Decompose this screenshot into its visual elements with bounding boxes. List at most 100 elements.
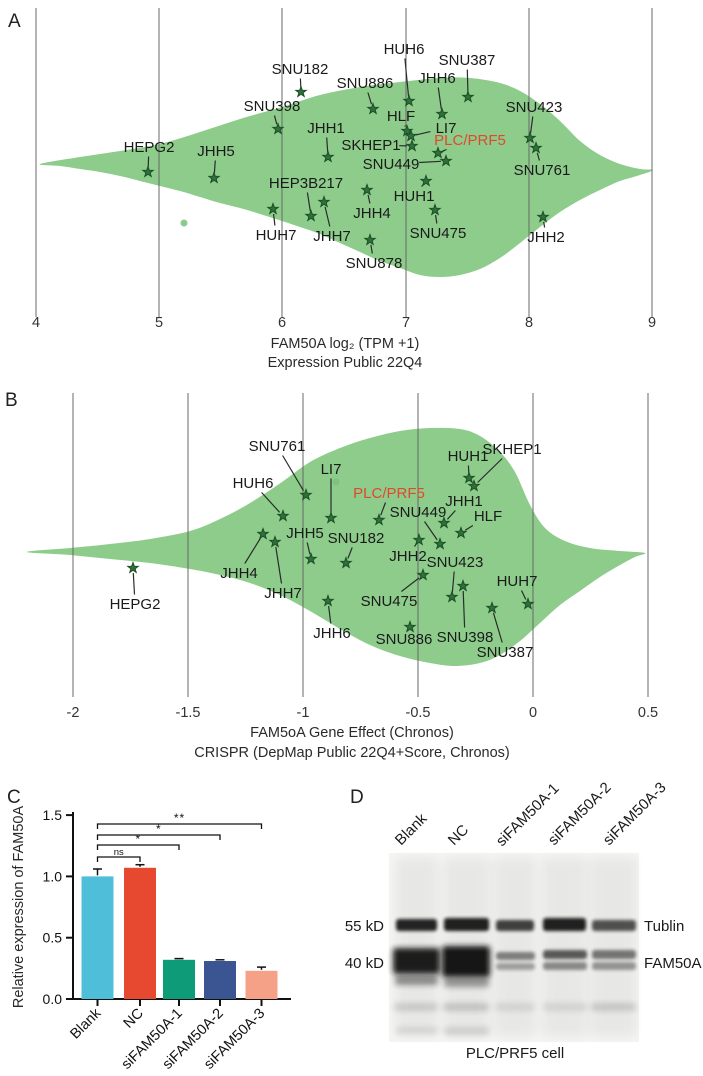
- data-point-star: [271, 121, 285, 135]
- blot-band: [444, 977, 489, 987]
- significance-bracket: [96, 856, 141, 862]
- x-tick-label: -1.5: [176, 705, 201, 721]
- cell-line-label: HUH7: [497, 573, 538, 590]
- pointer-line: [273, 115, 278, 125]
- cell-line-label: SNU182: [328, 530, 385, 547]
- pointer-line: [380, 502, 387, 516]
- cell-line-label: JHH2: [389, 548, 427, 565]
- panel-c-yaxis-title: Relative expression of FAM50A: [11, 806, 27, 1009]
- cell-line-label: JHH5: [197, 143, 235, 160]
- pointer-line: [275, 546, 283, 584]
- cell-line-label: HEPG2: [110, 596, 161, 613]
- cell-line-label: HUH1: [448, 448, 489, 465]
- blot-band: [592, 950, 636, 959]
- blot-band: [395, 975, 438, 985]
- cell-line-label: JHH4: [353, 205, 391, 222]
- data-point-star: [366, 101, 380, 115]
- cell-line-label: HUH1: [394, 188, 435, 205]
- pointer-line: [477, 458, 503, 483]
- pointer-line: [424, 521, 438, 541]
- y-tick-label: 0.0: [43, 991, 63, 1007]
- cell-line-label: HUH6: [233, 475, 274, 492]
- cell-line-label: SNU886: [376, 631, 433, 648]
- panel-a-violin-expression: A HEPG2 JHH5SNU182SNU398SNU886HUH6JHH6SNU…: [8, 8, 656, 371]
- data-point-star: [268, 534, 282, 548]
- panel-b-letter: B: [5, 390, 18, 411]
- data-point-star: [428, 202, 442, 216]
- pointer-line: [464, 524, 474, 531]
- x-tick-label: 0.5: [638, 705, 658, 721]
- significance-bracket: [96, 823, 263, 829]
- pointer-line: [347, 547, 353, 559]
- blot-band: [396, 858, 438, 1036]
- category-label: Blank: [67, 1005, 104, 1042]
- significance-label: *: [156, 822, 162, 836]
- panel-b-violin-crispr: B HEPG2 JHH4 JHH7 HUH6 SNU761 JHH5 LI7 JHH6 SNU1…: [5, 390, 658, 761]
- y-tick-label: 0.5: [43, 930, 63, 946]
- cell-line-label: SNU423: [427, 554, 484, 571]
- blot-band: [591, 1003, 636, 1011]
- data-point-star: [529, 140, 543, 154]
- data-point-star: [317, 194, 331, 208]
- data-point-star: [304, 208, 318, 222]
- significance-bracket: [96, 834, 221, 840]
- panel-b-plot: HEPG2 JHH4 JHH7 HUH6 SNU761 JHH5 LI7 JHH6 SNU182…: [27, 393, 658, 721]
- data-point-star: [437, 515, 451, 529]
- pointer-line: [437, 87, 442, 110]
- data-point-star: [485, 600, 499, 614]
- x-tick-label: -2: [67, 705, 80, 721]
- pointer-line: [404, 58, 410, 97]
- pointer-line: [367, 194, 371, 204]
- pointer-line: [466, 69, 469, 93]
- panel-a-xaxis-title: FAM50A log₂ (TPM +1): [271, 336, 420, 352]
- blot-band: [393, 948, 440, 974]
- data-point-star: [521, 596, 535, 610]
- blot-band: [590, 858, 636, 1036]
- cell-line-label: SKHEP1: [482, 441, 541, 458]
- data-point-star: [294, 84, 308, 98]
- pointer-line: [401, 577, 420, 592]
- marker-55kd-label: 55 kD: [345, 918, 384, 935]
- blot-band: [543, 1003, 587, 1011]
- pointer-line: [543, 221, 546, 228]
- blot-caption: PLC/PRF5 cell: [466, 1045, 564, 1062]
- x-tick-label: 8: [525, 315, 533, 331]
- x-tick-label: -1: [297, 705, 310, 721]
- y-tick-label: 1.5: [43, 807, 63, 823]
- bar: [124, 867, 156, 999]
- blot-band: [543, 918, 586, 931]
- band-tublin-label: Tublin: [644, 918, 684, 935]
- x-tick-label: 0: [529, 705, 537, 721]
- cell-line-label: SNU387: [439, 52, 496, 69]
- cell-line-label: SKHEP1: [341, 137, 400, 154]
- blot-band: [542, 858, 587, 1036]
- pointer-line: [419, 160, 442, 164]
- data-point-star: [435, 106, 449, 120]
- cell-line-label: SNU475: [361, 593, 418, 610]
- pointer-line: [370, 244, 373, 254]
- pointer-line: [326, 137, 329, 153]
- blot-band: [496, 920, 534, 931]
- significance-label: **: [174, 811, 185, 825]
- data-point-star: [412, 532, 426, 546]
- blot-band: [494, 858, 536, 1036]
- pointer-line: [435, 214, 438, 224]
- blot-band: [496, 952, 535, 960]
- pointer-line: [244, 537, 261, 564]
- cell-line-label: HEPG2: [124, 139, 175, 156]
- panel-a-plot: HEPG2 JHH5 SNU182 SNU398 SNU886 HUH6 JHH6SNU38…: [32, 8, 656, 331]
- data-point-star: [126, 560, 140, 574]
- cell-line-label: PLC/PRF5: [353, 485, 425, 502]
- pointer-line: [520, 590, 527, 600]
- data-point-star: [304, 551, 318, 565]
- cell-line-label: SNU398: [437, 629, 494, 646]
- cell-line-label: SNU398: [244, 98, 301, 115]
- x-tick-label: 9: [648, 315, 656, 331]
- marker-40kd-label: 40 kD: [345, 955, 384, 972]
- blot-band: [444, 918, 489, 931]
- pointer-line: [446, 510, 456, 520]
- cell-line-label: HUH6: [384, 41, 425, 58]
- significance-bracket: [96, 844, 180, 850]
